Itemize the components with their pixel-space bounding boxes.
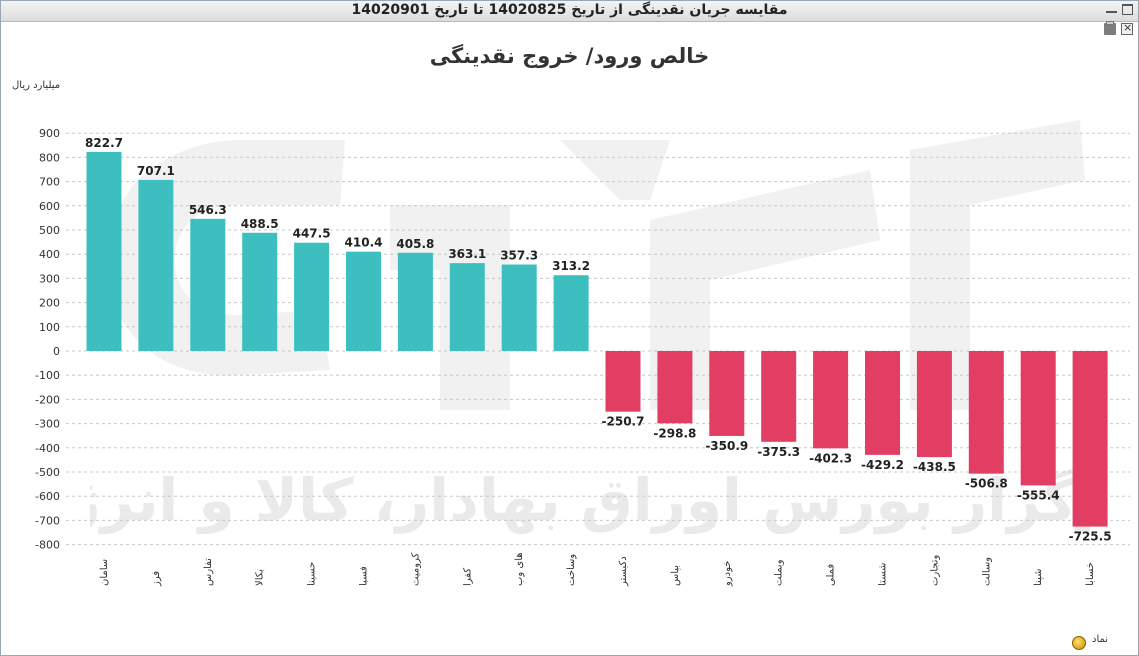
x-tick-label: کفرا <box>462 568 473 586</box>
x-tick-label: وساخت <box>566 554 577 586</box>
y-tick-label: 400 <box>39 248 60 261</box>
bar-5[interactable] <box>294 242 330 351</box>
maximize-icon[interactable] <box>1122 4 1133 15</box>
bar-20[interactable] <box>1072 351 1108 527</box>
x-tick-label: وبملت <box>774 559 785 586</box>
x-tick-label: تفارس <box>203 558 214 586</box>
x-tick-label: فرز <box>151 571 162 587</box>
bar-6[interactable] <box>346 251 381 351</box>
y-tick-label: 300 <box>39 272 60 285</box>
x-tick-label: دکبستر <box>618 556 629 587</box>
x-tick-label: شستا <box>878 563 889 586</box>
x-tick-label: وتجارت <box>929 554 940 586</box>
y-tick-label: 700 <box>39 176 60 189</box>
legend-symbol-icon[interactable] <box>1072 636 1086 650</box>
x-tick-label: سامان <box>99 559 110 586</box>
data-label: 488.5 <box>241 217 279 231</box>
bar-3[interactable] <box>190 218 226 351</box>
x-tick-label: وسالت <box>981 557 992 586</box>
y-tick-label: 800 <box>39 151 60 164</box>
data-label: 357.3 <box>500 249 538 263</box>
y-tick-label: 0 <box>53 345 60 358</box>
data-label: -429.2 <box>861 458 904 472</box>
data-label: -250.7 <box>602 415 645 429</box>
data-label: 313.2 <box>552 259 590 273</box>
x-tick-label: فسبا <box>359 566 370 586</box>
bar-17[interactable] <box>916 351 952 458</box>
data-label: -402.3 <box>809 451 852 465</box>
bar-14[interactable] <box>761 351 797 442</box>
minimize-icon[interactable] <box>1106 4 1117 13</box>
data-label: -438.5 <box>913 460 956 474</box>
y-tick-label: 100 <box>39 321 60 334</box>
x-tick-label: فملی <box>826 564 837 586</box>
data-label: 546.3 <box>189 203 227 217</box>
y-tick-label: -400 <box>35 442 60 455</box>
x-tick-label: حسینا <box>307 562 318 586</box>
data-label: -350.9 <box>705 439 748 453</box>
data-label: 405.8 <box>396 237 434 251</box>
data-label: -298.8 <box>653 426 696 440</box>
x-tick-label: بکالا <box>255 569 266 586</box>
bar-19[interactable] <box>1020 351 1056 486</box>
bar-4[interactable] <box>242 232 278 351</box>
bar-11[interactable] <box>605 351 641 412</box>
y-axis-unit: میلیارد ریال <box>12 80 61 91</box>
y-tick-label: -500 <box>35 466 60 479</box>
data-label: -506.8 <box>965 477 1008 491</box>
y-tick-label: -200 <box>35 393 60 406</box>
data-label: -555.4 <box>1017 488 1060 502</box>
y-tick-label: -300 <box>35 418 60 431</box>
data-label: -375.3 <box>757 445 800 459</box>
legend-label: نماد <box>1092 634 1109 645</box>
x-tick-label: های وب <box>514 552 525 586</box>
x-tick-label: خودرو <box>722 561 733 587</box>
x-tick-label: کرومیت <box>410 552 421 586</box>
bar-16[interactable] <box>865 351 900 455</box>
bar-2[interactable] <box>138 179 174 351</box>
bar-15[interactable] <box>813 351 849 449</box>
data-label: 410.4 <box>345 236 383 250</box>
window-titlebar: مقایسه جریان نقدینگی از تاریخ 14020825 ت… <box>1 1 1138 22</box>
data-label: 707.1 <box>137 164 175 178</box>
bar-8[interactable] <box>449 263 485 351</box>
y-tick-label: -700 <box>35 514 60 527</box>
y-tick-label: 600 <box>39 200 60 213</box>
x-tick-label: خسابا <box>1085 562 1096 586</box>
bar-1[interactable] <box>86 151 122 351</box>
x-tick-label: شپنا <box>1033 569 1044 586</box>
bar-10[interactable] <box>553 275 589 351</box>
window-title: مقایسه جریان نقدینگی از تاریخ 14020825 ت… <box>351 2 788 18</box>
chart-title: خالص ورود/ خروج نقدینگی <box>429 44 710 68</box>
data-label: 447.5 <box>293 227 331 241</box>
y-tick-label: 900 <box>39 127 60 140</box>
bar-7[interactable] <box>397 252 433 351</box>
y-tick-label: -100 <box>35 369 60 382</box>
print-icon[interactable] <box>1104 21 1116 35</box>
data-label: 822.7 <box>85 136 123 150</box>
excel-export-icon[interactable] <box>1121 21 1133 35</box>
x-tick-label: بپاس <box>670 565 681 586</box>
bar-12[interactable] <box>657 351 693 424</box>
bar-13[interactable] <box>709 351 745 436</box>
y-tick-label: -600 <box>35 490 60 503</box>
y-tick-label: 500 <box>39 224 60 237</box>
bar-18[interactable] <box>968 351 1004 474</box>
bar-9[interactable] <box>501 264 537 351</box>
y-tick-label: 200 <box>39 297 60 310</box>
data-label: -725.5 <box>1069 530 1112 544</box>
data-label: 363.1 <box>448 247 486 261</box>
y-tick-label: -800 <box>35 539 60 552</box>
